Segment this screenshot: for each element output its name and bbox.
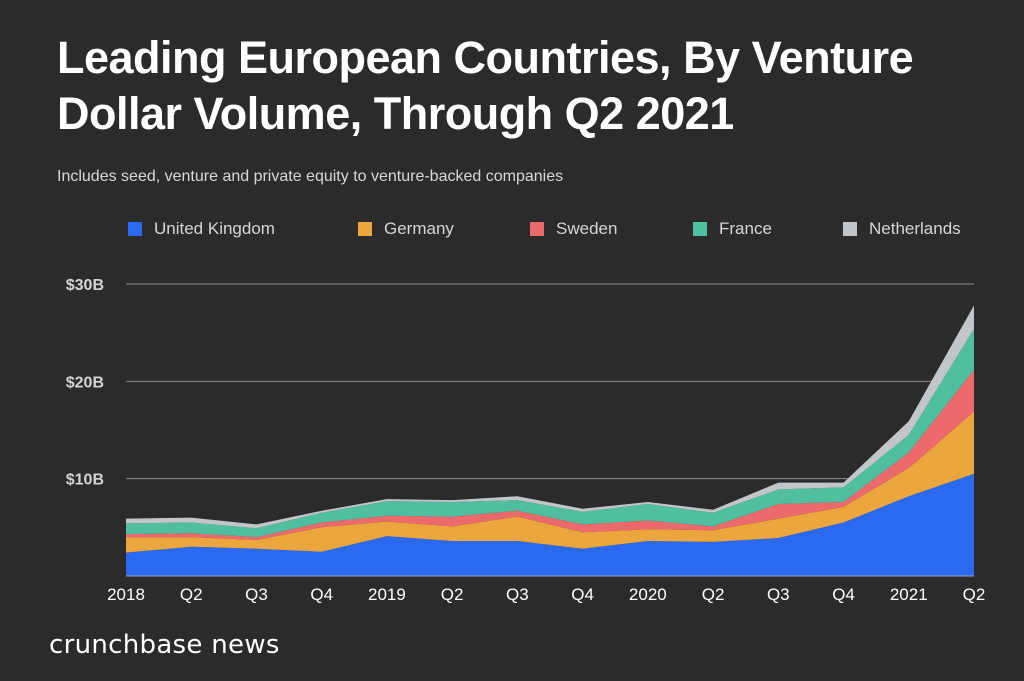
x-tick-label: Q4 <box>571 585 594 604</box>
chart-subtitle: Includes seed, venture and private equit… <box>57 168 564 185</box>
x-tick-label: 2019 <box>368 585 406 604</box>
y-tick-label: $20B <box>66 374 104 391</box>
x-tick-label: Q3 <box>245 585 268 604</box>
brand-logo: crunchbase news <box>49 630 280 660</box>
y-tick-label: $30B <box>66 277 104 294</box>
x-tick-label: Q4 <box>310 585 333 604</box>
gridlines <box>126 283 974 480</box>
legend-label: Netherlands <box>869 219 961 238</box>
legend-swatch <box>128 222 142 236</box>
legend: United Kingdom Germany Sweden France Netherl… <box>128 219 988 239</box>
x-tick-label: 2020 <box>629 585 667 604</box>
legend-item: Sweden <box>530 219 617 239</box>
legend-item: France <box>693 219 772 239</box>
legend-swatch <box>530 222 544 236</box>
legend-item: Germany <box>358 219 454 239</box>
legend-label: France <box>719 219 772 238</box>
legend-item: Netherlands <box>843 219 961 239</box>
area-united-kingdom <box>126 473 974 576</box>
legend-swatch <box>693 222 707 236</box>
x-tick-label: Q3 <box>506 585 529 604</box>
x-tick-label: Q4 <box>832 585 855 604</box>
y-tick-label: $10B <box>66 472 104 489</box>
x-tick-label: Q2 <box>180 585 203 604</box>
legend-swatch <box>358 222 372 236</box>
legend-label: Germany <box>384 219 454 238</box>
x-tick-label: Q2 <box>963 585 986 604</box>
legend-label: United Kingdom <box>154 219 275 238</box>
x-tick-label: 2018 <box>107 585 145 604</box>
x-tick-label: Q3 <box>767 585 790 604</box>
x-tick-label: Q2 <box>702 585 725 604</box>
area-series <box>126 305 974 576</box>
axes: $10B $20B $30B 2018 Q2 Q3 Q4 2019 Q2 Q3 Q4 2020 Q2 Q3… <box>66 277 986 604</box>
chart-title: Leading European Countries, By Venture D… <box>57 32 914 139</box>
x-tick-label: 2021 <box>890 585 928 604</box>
legend-item: United Kingdom <box>128 219 275 239</box>
x-tick-label: Q2 <box>441 585 464 604</box>
legend-label: Sweden <box>556 219 618 238</box>
area-germany <box>126 411 974 553</box>
legend-swatch <box>843 222 857 236</box>
